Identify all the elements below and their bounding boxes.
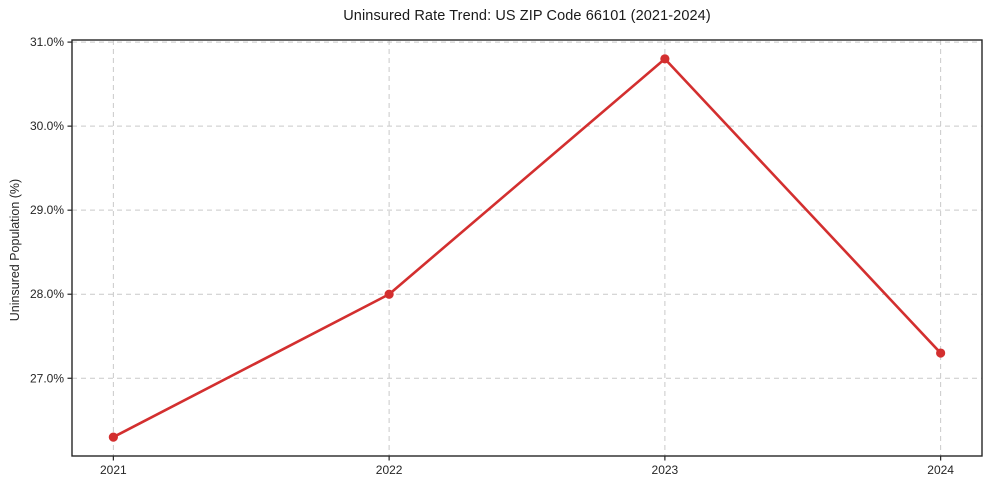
x-tick-label: 2023 — [652, 463, 679, 477]
x-tick-label: 2021 — [100, 463, 127, 477]
x-tick-label: 2024 — [927, 463, 954, 477]
y-tick-label: 27.0% — [30, 371, 64, 385]
plot-border — [71, 39, 983, 457]
x-tick-labels: 2021 2022 2023 2024 — [100, 463, 954, 477]
gridlines — [72, 40, 982, 456]
axis-ticks — [67, 41, 942, 461]
y-tick-labels: 27.0% 28.0% 29.0% 30.0% 31.0% — [30, 35, 64, 385]
data-point-marker — [936, 348, 946, 358]
plot-spines — [71, 39, 983, 457]
y-tick-label: 30.0% — [30, 119, 64, 133]
data-point-marker — [660, 54, 670, 64]
chart-title: Uninsured Rate Trend: US ZIP Code 66101 … — [343, 8, 711, 24]
x-tick-label: 2022 — [376, 463, 403, 477]
y-tick-label: 29.0% — [30, 203, 64, 217]
y-tick-label: 28.0% — [30, 287, 64, 301]
data-line-series — [108, 54, 946, 442]
trend-line — [112, 57, 942, 439]
data-point-marker — [384, 289, 394, 299]
data-point-marker — [108, 432, 118, 442]
y-tick-label: 31.0% — [30, 35, 64, 49]
